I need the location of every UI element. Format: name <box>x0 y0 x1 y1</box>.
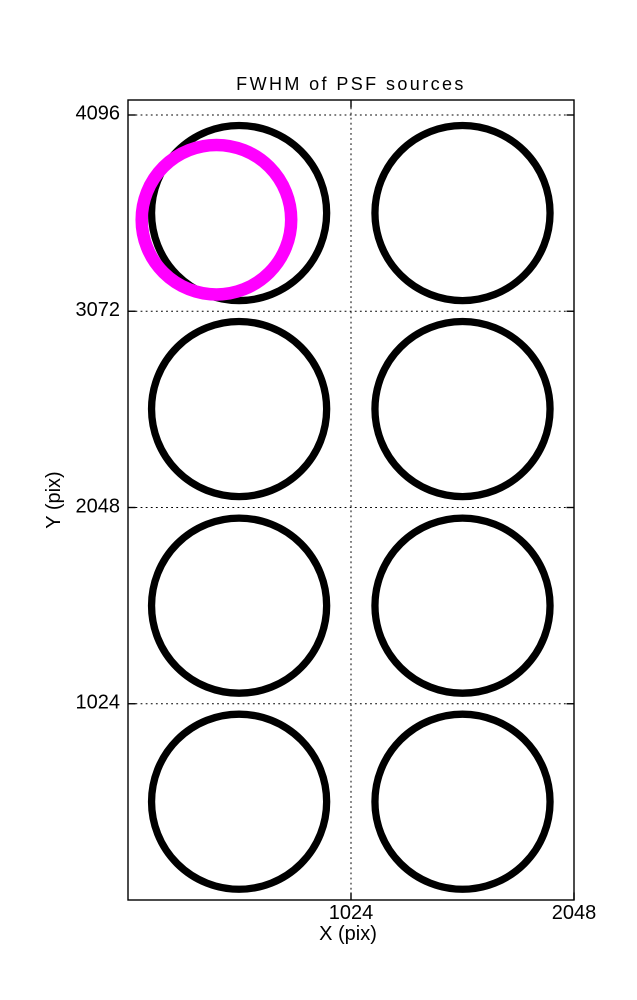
svg-text:1024: 1024 <box>76 692 121 714</box>
svg-text:4096: 4096 <box>76 103 121 125</box>
svg-text:Y (pix): Y (pix) <box>43 471 65 528</box>
svg-text:1024: 1024 <box>329 902 374 924</box>
svg-text:2048: 2048 <box>552 902 597 924</box>
svg-text:3072: 3072 <box>76 299 121 321</box>
svg-text:X (pix): X (pix) <box>319 923 377 945</box>
svg-text:FWHM of PSF sources: FWHM of PSF sources <box>236 74 466 94</box>
svg-text:2048: 2048 <box>76 496 121 518</box>
